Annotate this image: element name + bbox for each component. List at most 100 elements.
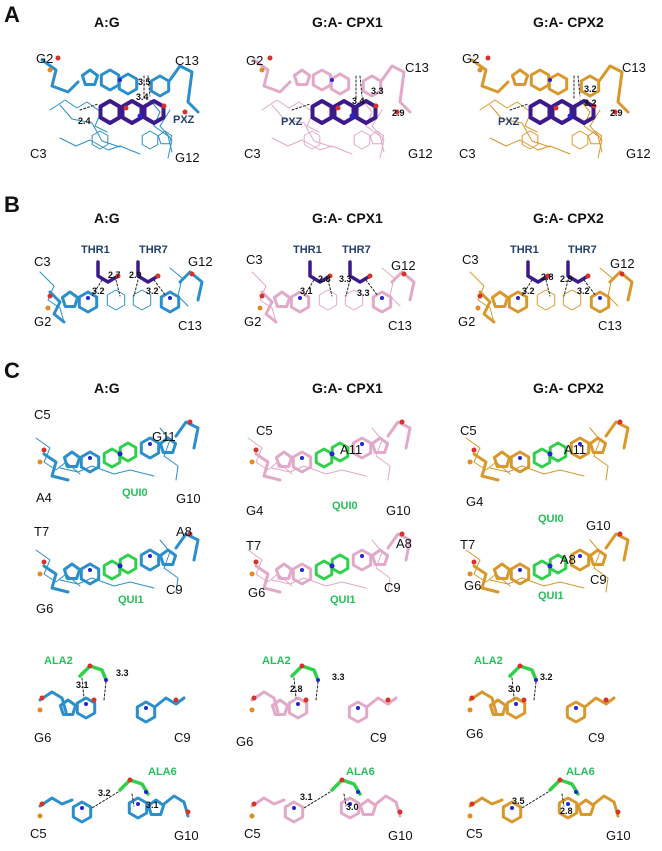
- base-ring: [576, 798, 596, 816]
- panel-b-dist-2a: 3.1: [300, 286, 313, 296]
- panel-a-dist-3b: 3.2: [584, 98, 597, 108]
- nitrogen-atom: [88, 456, 92, 460]
- panel-a-ligand-3: PXZ: [498, 116, 520, 128]
- panel-c-r4-right-1: G10: [174, 828, 199, 843]
- base-ring: [569, 436, 591, 460]
- thick-backbone: [48, 290, 66, 324]
- panel-c-r2-ligand-1: QUI1: [118, 594, 144, 606]
- base-ring: [158, 548, 178, 566]
- thin-backbone: [371, 539, 391, 593]
- panel-a-dist-3a: 3.2: [584, 84, 597, 94]
- panel-b-dist-2b: 2.8: [318, 274, 331, 284]
- oxygen-atom: [517, 663, 523, 669]
- base-ring: [509, 562, 531, 586]
- oxygen-atom: [485, 55, 491, 61]
- thin-backbone: [465, 549, 511, 587]
- panel-a-label-bottom-right-3: G12: [626, 146, 651, 161]
- nitrogen-atom: [574, 706, 578, 710]
- panel-b-title-3: G:A- CPX2: [533, 210, 604, 226]
- thr-side-chain: [566, 260, 590, 284]
- nitrogen-atom: [316, 678, 320, 682]
- base-ring: [58, 698, 78, 716]
- base-ring: [287, 696, 309, 720]
- oxygen-atom: [603, 697, 609, 703]
- thin-base-ring: [369, 130, 385, 145]
- base-ring: [158, 436, 178, 454]
- base-ring: [339, 796, 361, 820]
- panel-c-r2-ligand-2: QUI1: [330, 594, 356, 606]
- nitrogen-atom: [547, 451, 553, 457]
- thick-backbone: [592, 794, 620, 818]
- panel-c-r1-top-left-1: C5: [34, 407, 51, 422]
- hbond-dash: [343, 793, 347, 807]
- oxygen-atom: [259, 293, 265, 299]
- nitrogen-atom: [598, 296, 602, 300]
- panel-c-r1-bottom-right-2: G10: [386, 503, 411, 518]
- thick-backbone: [604, 420, 630, 450]
- thin-strand: [59, 104, 121, 148]
- base-ring: [135, 700, 157, 724]
- oxygen-atom: [41, 559, 47, 565]
- thick-backbone: [162, 794, 190, 818]
- base-ring: [77, 290, 99, 314]
- pxz-ring: [550, 99, 574, 125]
- panel-a-dist-3c: 2.9: [610, 108, 623, 118]
- oxygen-atom: [39, 695, 45, 701]
- thin-base-ring: [344, 289, 364, 311]
- nitrogen-atom: [84, 702, 88, 706]
- base-ring: [117, 72, 139, 96]
- nitrogen-atom: [298, 296, 302, 300]
- oxygen-atom: [161, 103, 167, 109]
- thick-backbone: [260, 290, 278, 324]
- thin-base-ring: [157, 130, 173, 145]
- panel-c-r4-d1-2: 3.1: [300, 792, 313, 802]
- pxz-ring: [98, 99, 122, 125]
- thin-base-ring: [303, 130, 321, 150]
- panel-b-title-2: G:A- CPX1: [312, 210, 383, 226]
- panel-b-label-top-right-2: G12: [391, 258, 416, 273]
- quinoxaline-ring: [102, 447, 122, 469]
- thick-backbone: [38, 690, 68, 714]
- oxygen-atom: [253, 559, 259, 565]
- quinoxaline-ring: [314, 559, 334, 581]
- quinoxaline-ring: [102, 559, 122, 581]
- base-ring: [509, 450, 531, 474]
- thick-backbone: [468, 690, 498, 714]
- panel-a-label-top-left-2: G2: [246, 53, 264, 68]
- hbond-dash: [583, 279, 597, 297]
- thin-backbone: [589, 427, 609, 481]
- base-ring: [329, 72, 351, 96]
- base-ring: [291, 450, 313, 474]
- oxygen-atom: [173, 697, 179, 703]
- hbond-dash: [561, 793, 565, 807]
- nitrogen-atom: [514, 702, 518, 706]
- nitrogen-atom: [168, 296, 172, 300]
- panel-letter-b: B: [4, 192, 20, 217]
- panel-b-label-top-left-1: C3: [34, 254, 51, 269]
- panel-b-dist-2d: 3.3: [357, 288, 370, 298]
- thick-backbone: [366, 696, 398, 708]
- panel-c-r3-right-3: C9: [588, 730, 605, 745]
- quinoxaline-ring: [330, 441, 350, 463]
- base-ring: [149, 74, 171, 98]
- panel-a-dist-1c: 2.4: [78, 116, 91, 126]
- panel-b-label-top-right-3: G12: [610, 256, 635, 271]
- panel-c-r2-bottom-left-1: G6: [36, 601, 54, 616]
- nitrogen-atom: [144, 790, 148, 794]
- phosphorus-atom: [37, 459, 43, 465]
- base-ring: [62, 450, 82, 468]
- panel-c-title-3: G:A- CPX2: [533, 380, 604, 396]
- pxz-ring: [310, 99, 334, 125]
- panel-b-label-top-right-1: G12: [188, 254, 213, 269]
- oxygen-atom: [553, 105, 559, 111]
- phosphorus-atom: [37, 707, 43, 713]
- oxygen-atom: [189, 271, 195, 277]
- panel-c-r3-d2-1: 3.3: [116, 668, 129, 678]
- panel-c-r3-d1-3: 3.0: [508, 684, 521, 694]
- panel-a-title-1: A:G: [94, 14, 120, 30]
- nitrogen-atom: [548, 78, 552, 82]
- thick-backbone: [608, 270, 634, 302]
- base-ring: [272, 290, 292, 308]
- nitrogen-atom: [118, 78, 122, 82]
- panel-c-r1-top-right-3: A11: [564, 442, 587, 457]
